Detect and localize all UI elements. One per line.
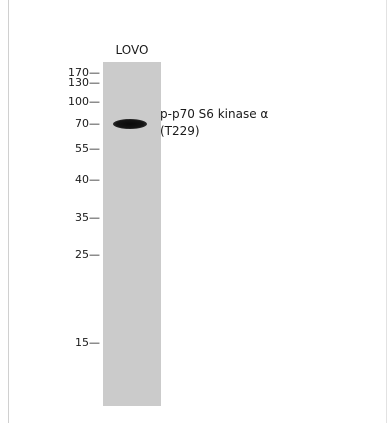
protein-band: [113, 119, 147, 129]
frame-left-border: [8, 0, 9, 423]
lane-label: LOVO: [115, 43, 149, 57]
band-label-line2: (T229): [160, 124, 200, 138]
marker-100: 100—: [68, 95, 100, 108]
marker-170: 170—: [68, 66, 100, 79]
marker-15: 15—: [75, 336, 100, 349]
gel-lane: [103, 62, 161, 406]
marker-55: 55—: [75, 142, 100, 155]
marker-70: 70—: [75, 117, 100, 130]
marker-40: 40—: [75, 173, 100, 186]
marker-35: 35—: [75, 211, 100, 224]
marker-130: 130—: [68, 76, 100, 89]
marker-25: 25—: [75, 248, 100, 261]
band-label-line1: p-p70 S6 kinase α: [160, 107, 269, 121]
frame-right-border: [386, 0, 387, 423]
